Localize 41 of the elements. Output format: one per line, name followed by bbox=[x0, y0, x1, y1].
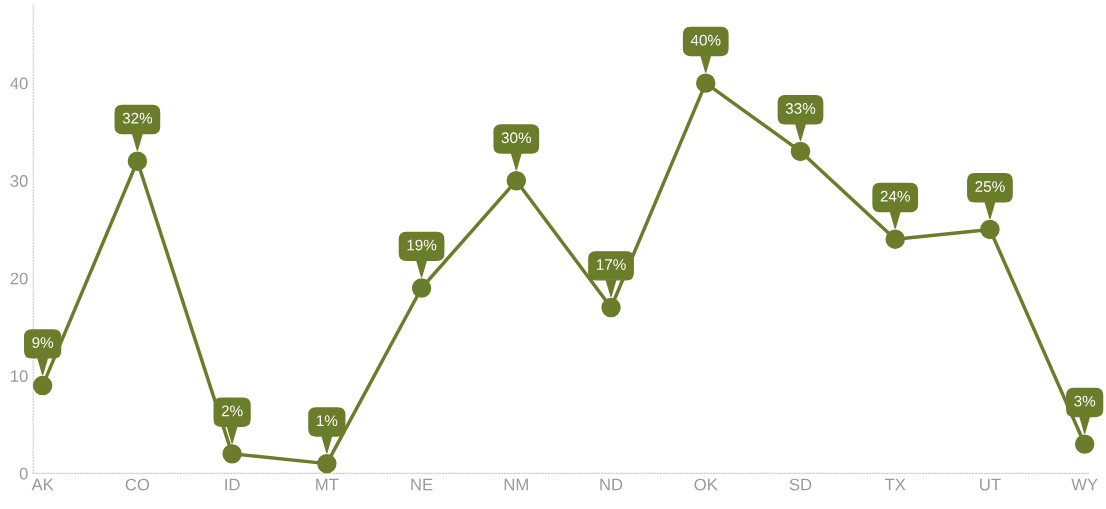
data-label: 9% bbox=[32, 337, 54, 348]
data-label: 25% bbox=[975, 181, 1005, 192]
x-tick-label: AK bbox=[31, 478, 54, 491]
data-label: 3% bbox=[1074, 395, 1096, 407]
point bbox=[601, 297, 621, 318]
x-tick-label: MT bbox=[316, 478, 339, 491]
x-tick-label: SD bbox=[789, 478, 812, 491]
point bbox=[411, 278, 432, 298]
x-tick-label: WY bbox=[1071, 478, 1098, 491]
data-label: 30% bbox=[501, 132, 532, 144]
point bbox=[696, 73, 716, 93]
point bbox=[32, 375, 53, 396]
point bbox=[317, 453, 337, 474]
point bbox=[885, 229, 905, 249]
y-tick-label: 40 bbox=[10, 77, 28, 90]
data-label: 24% bbox=[880, 190, 910, 202]
x-tick-label: ID bbox=[225, 478, 240, 491]
data-label: 33% bbox=[785, 103, 816, 114]
data-label: 32% bbox=[122, 112, 153, 124]
x-tick-label: CO bbox=[125, 478, 150, 491]
y-tick-label: 20 bbox=[10, 272, 28, 285]
data-label: 2% bbox=[221, 405, 243, 417]
x-tick-label: UT bbox=[980, 478, 1001, 491]
y-tick-label: 0 bbox=[19, 467, 28, 480]
point bbox=[222, 444, 242, 464]
point bbox=[790, 141, 811, 162]
y-tick-label: 30 bbox=[10, 175, 28, 187]
y-tick-label: 10 bbox=[11, 370, 28, 383]
x-tick-label: NM bbox=[504, 478, 528, 491]
x-tick-label: OK bbox=[694, 478, 718, 491]
x-tick-label: TX bbox=[884, 478, 906, 491]
point bbox=[1074, 434, 1095, 454]
data-label: 40% bbox=[690, 34, 721, 46]
data-label: 19% bbox=[407, 239, 437, 251]
point bbox=[980, 219, 1000, 240]
x-tick-label: NE bbox=[411, 478, 433, 491]
data-label: 1% bbox=[316, 415, 338, 426]
point bbox=[127, 151, 148, 171]
x-tick-label: ND bbox=[600, 478, 623, 491]
point bbox=[506, 170, 527, 191]
data-label: 17% bbox=[596, 259, 626, 270]
